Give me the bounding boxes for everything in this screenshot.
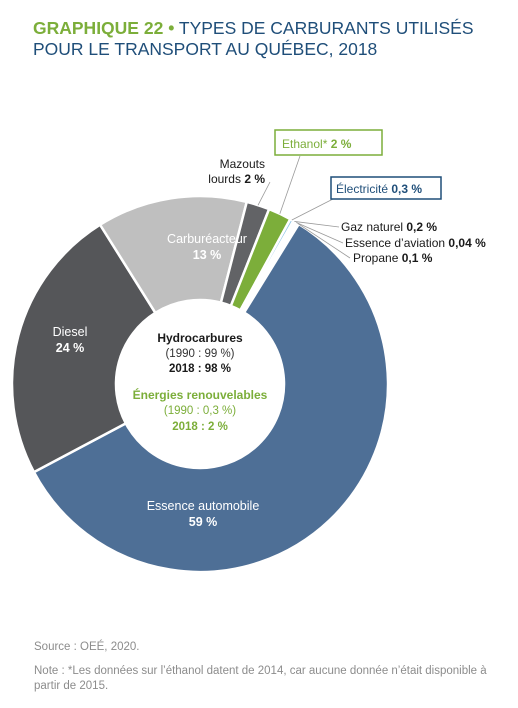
slice-diesel <box>10 223 158 474</box>
leader-essence-aviation <box>296 222 344 244</box>
slice-labels: Essence automobile 59 % Diesel 24 % Carburéa… <box>53 129 486 529</box>
center-hydro-2018: 2018 : 98 % <box>169 363 231 375</box>
leader-mazouts <box>257 181 271 206</box>
title-line-1: TYPES DE CARBURANTS UTILISÉS <box>178 18 474 38</box>
center-hydro-1990: (1990 : 99 %) <box>165 348 234 360</box>
slice-carbure-acteur <box>98 194 249 315</box>
label-propane: Propane 0,1 % <box>353 251 433 265</box>
center-renew-2018: 2018 : 2 % <box>172 421 228 433</box>
center-renew-title: Énergies renouvelables <box>133 387 268 402</box>
label-carbure-acteurname: Carburéacteur <box>167 232 247 246</box>
label-ethanol: Ethanol* 2 % <box>282 137 352 151</box>
note-text: Note : *Les données sur l’éthanol datent… <box>34 665 487 692</box>
label-dieselvalue: 24 % <box>56 341 85 355</box>
chart-title: GRAPHIQUE 22 • TYPES DE CARBURANTS UTILI… <box>33 18 513 60</box>
label-essence-automobilename: Essence automobile <box>147 499 260 513</box>
center-renew-1990: (1990 : 0,3 %) <box>164 405 236 417</box>
label-carbure-acteurvalue: 13 % <box>193 248 222 262</box>
title-bullet: • <box>168 18 175 38</box>
leader-ethanol <box>279 155 301 214</box>
leader-propane <box>297 223 351 259</box>
slice-essence-automobile <box>32 221 390 574</box>
donut-slices <box>10 194 390 574</box>
label-mazouts-name-2: lourds 2 % <box>208 172 265 186</box>
leader-gaz-naturel <box>294 221 340 228</box>
leader-lines <box>257 155 351 259</box>
source-text: Source : OEÉ, 2020. <box>34 641 140 653</box>
label-box-electricite <box>330 176 442 200</box>
label-box-ethanol <box>274 129 383 156</box>
label-mazouts-name-1: Mazouts <box>220 157 265 171</box>
title-line-2: POUR LE TRANSPORT AU QUÉBEC, 2018 <box>33 39 378 59</box>
graph-number: GRAPHIQUE 22 <box>33 18 164 38</box>
label-electricite: Électricité 0,3 % <box>336 181 422 196</box>
center-hydro-title: Hydrocarbures <box>157 331 243 345</box>
label-essence-automobilevalue: 59 % <box>189 515 218 529</box>
leader-electricite <box>291 198 334 221</box>
label-dieselname: Diesel <box>53 325 88 339</box>
label-gaz-naturel: Gaz naturel 0,2 % <box>341 220 437 234</box>
label-essence-aviation: Essence d’aviation 0,04 % <box>345 236 486 250</box>
donut-center: Hydrocarbures (1990 : 99 %) 2018 : 98 % … <box>133 331 268 433</box>
